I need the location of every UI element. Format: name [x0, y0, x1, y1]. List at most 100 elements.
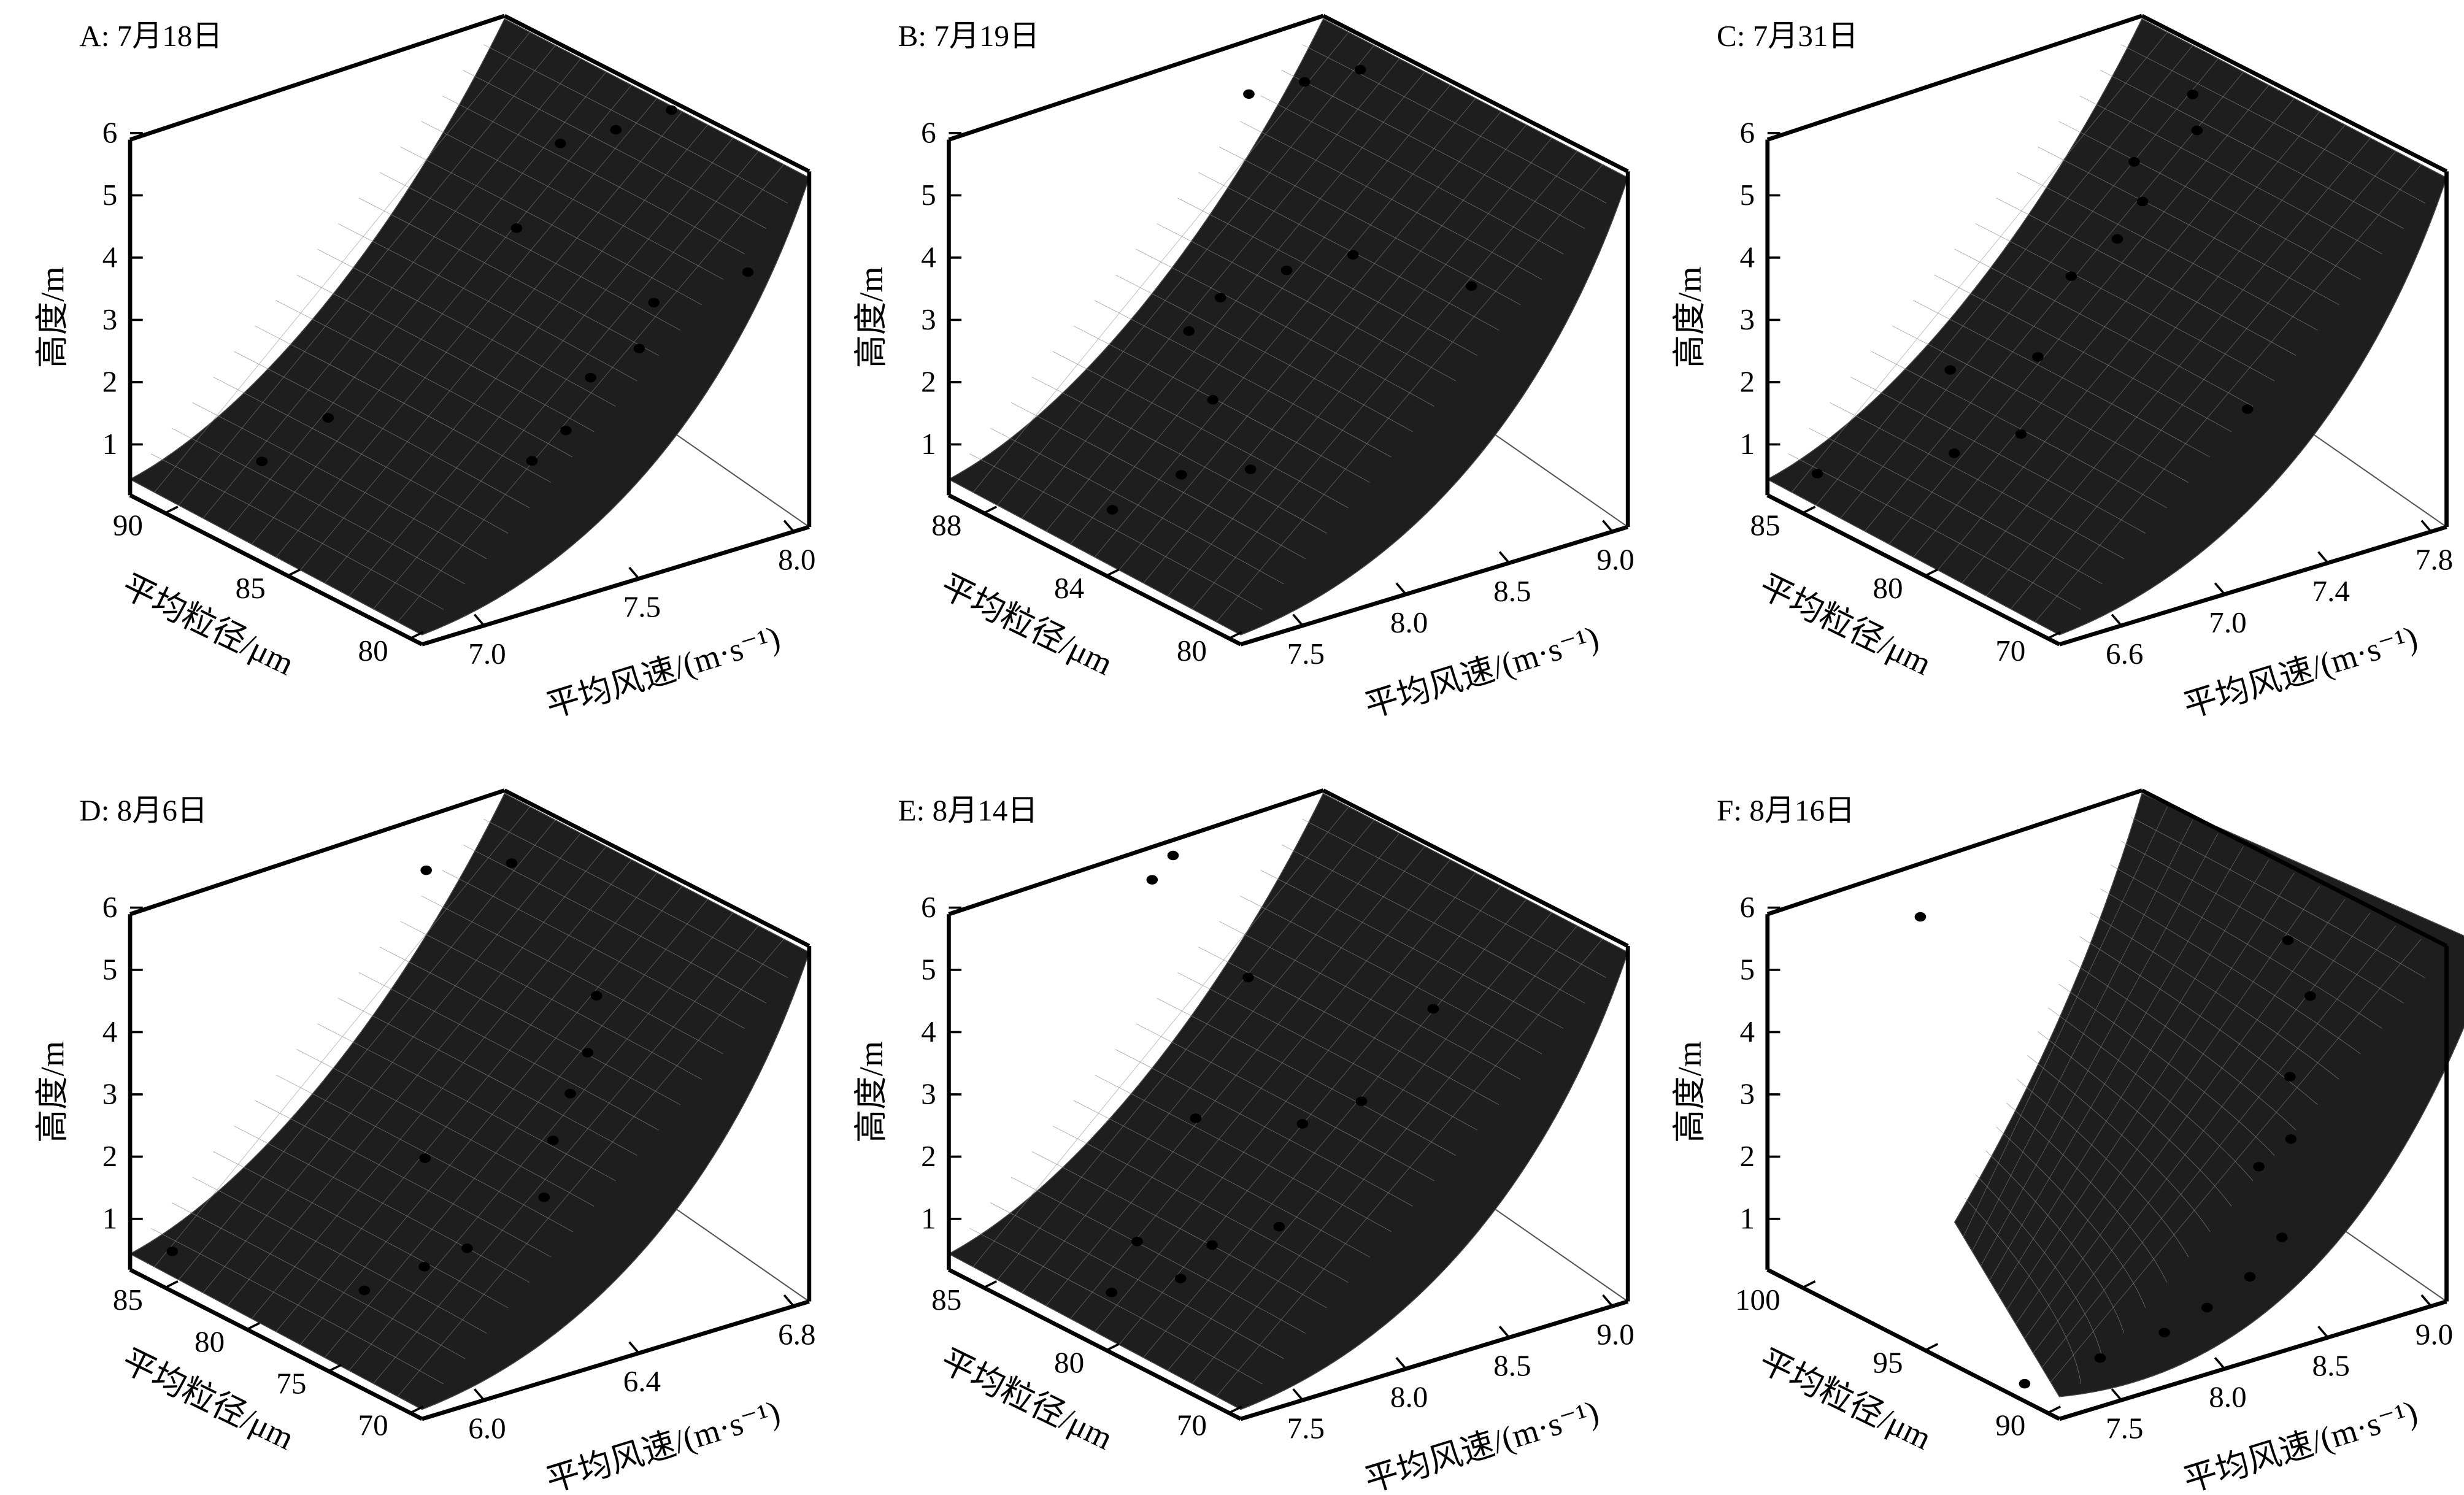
panel-title: A: 7月18日: [79, 19, 222, 53]
axis-frame-edge: [1322, 13, 1629, 174]
surface-mesh-line: [997, 45, 1374, 505]
data-point: [1244, 464, 1257, 474]
y-tick-label: 85: [931, 1283, 961, 1316]
y-tick: [246, 1322, 260, 1331]
surface-mesh-line: [1216, 939, 1603, 1397]
z-tick-label: 6: [102, 115, 118, 149]
data-point: [582, 1048, 594, 1058]
surface-mesh-line: [2017, 172, 2318, 331]
y-axis-label: 平均粒径/μm: [1754, 567, 1937, 682]
x-tick-label: 6.6: [2106, 637, 2143, 671]
surface-mesh-line: [1302, 818, 1607, 978]
x-tick: [783, 520, 795, 532]
y-tick-label: 80: [1177, 634, 1207, 667]
surface-mesh-line: [2024, 899, 2346, 1339]
z-tick-label: 3: [102, 1077, 118, 1111]
surface-mesh-line: [1143, 125, 1527, 583]
data-point: [1206, 1240, 1218, 1250]
data-point: [547, 1136, 559, 1145]
surface-mesh-line: [1094, 98, 1476, 558]
data-point: [666, 105, 677, 115]
data-point: [2285, 1134, 2297, 1144]
surface-mesh-line: [1216, 164, 1603, 623]
surface-mesh-line: [400, 147, 702, 306]
surface-mesh-line: [337, 997, 637, 1156]
data-point: [2032, 352, 2044, 362]
y-tick-label: 85: [1750, 509, 1781, 542]
x-tick: [2214, 582, 2226, 595]
x-tick-label: 7.4: [2312, 574, 2350, 608]
x-tick-label: 7.5: [1287, 1411, 1325, 1445]
panel-c: C: 7月31日 1 2 3 4 5 6 高度/m 85 80 70 平均粒径/μm 6.6 7.0 7.4…: [1671, 13, 2453, 725]
z-tick-label: 4: [102, 1015, 118, 1048]
surface-mesh-line: [2017, 1078, 2189, 1258]
surface-mesh-line: [1239, 895, 1542, 1055]
y-axis-label: 平均粒径/μm: [116, 1342, 299, 1457]
surface-mesh-line: [213, 1151, 509, 1309]
data-point: [1242, 972, 1254, 983]
surface-mesh-line: [379, 172, 680, 331]
surface-mesh-line: [379, 947, 680, 1105]
x-tick: [1498, 1325, 1511, 1339]
z-axis-label: 高度/m: [853, 266, 890, 368]
surface-mesh-line: [358, 198, 659, 356]
surface-mesh-line: [1281, 70, 1585, 229]
surface-mesh-line: [421, 895, 723, 1055]
data-point: [1280, 265, 1293, 275]
surface-mesh-line: [2015, 886, 2320, 1324]
surface-mesh-line: [1815, 45, 2193, 505]
surface-mesh-line: [150, 1228, 444, 1385]
axis-frame-edge: [503, 788, 810, 948]
x-tick-label: 9.0: [1596, 543, 1634, 577]
axis-frame-edge: [421, 1299, 810, 1421]
z-tick-label: 1: [921, 427, 936, 461]
surface-mesh-line: [2048, 1007, 2254, 1182]
y-tick: [410, 631, 424, 640]
z-tick-label: 5: [921, 178, 936, 212]
surface: [1766, 18, 2447, 636]
x-tick-label: 8.0: [778, 543, 815, 577]
x-tick-label: 7.0: [468, 637, 506, 671]
surface-mesh-line: [255, 1100, 552, 1258]
surface-mesh-line: [1198, 172, 1500, 331]
surface-mesh-line: [1136, 1023, 1434, 1182]
x-tick: [1602, 520, 1614, 532]
surface-mesh-line: [1830, 402, 2124, 559]
surface-mesh-line: [1022, 833, 1400, 1293]
z-tick-label: 6: [1740, 890, 1755, 924]
data-point: [1176, 470, 1187, 480]
data-point: [1183, 326, 1195, 336]
data-point: [2136, 196, 2149, 207]
x-tick: [1395, 582, 1407, 595]
x-tick-label: 8.5: [1493, 574, 1531, 608]
data-point: [358, 1285, 371, 1296]
data-point: [1167, 850, 1179, 861]
data-point: [1273, 1221, 1285, 1232]
axis-frame-edge: [129, 493, 423, 647]
surface-mesh-line: [2038, 1031, 2232, 1207]
data-point: [256, 456, 268, 466]
surface-mesh-line: [1192, 151, 1577, 609]
surface-mesh-line: [2079, 936, 2318, 1105]
data-point: [585, 372, 596, 383]
y-tick: [1228, 1405, 1242, 1414]
surface-mesh-line: [300, 886, 683, 1345]
surface-mesh-line: [1937, 111, 2320, 571]
z-tick-label: 1: [1740, 1202, 1755, 1236]
data-point: [2015, 429, 2027, 439]
y-tick-label: 100: [1735, 1283, 1781, 1316]
surface-mesh-line: [1912, 300, 2211, 458]
z-axis-label: 高度/m: [853, 1041, 890, 1143]
surface-mesh-line: [400, 921, 702, 1080]
y-tick-label: 80: [194, 1324, 225, 1358]
surface-mesh-line: [1094, 300, 1392, 458]
data-point: [1207, 394, 1219, 405]
surface-mesh-line: [442, 870, 745, 1029]
axis-frame-edge: [503, 13, 810, 174]
surface-mesh-line: [1913, 98, 2295, 558]
surface-mesh-line: [1865, 71, 2244, 532]
x-tick: [1395, 1357, 1407, 1370]
z-tick-label: 6: [921, 115, 936, 149]
x-tick: [2214, 1357, 2226, 1370]
data-point: [322, 413, 334, 423]
